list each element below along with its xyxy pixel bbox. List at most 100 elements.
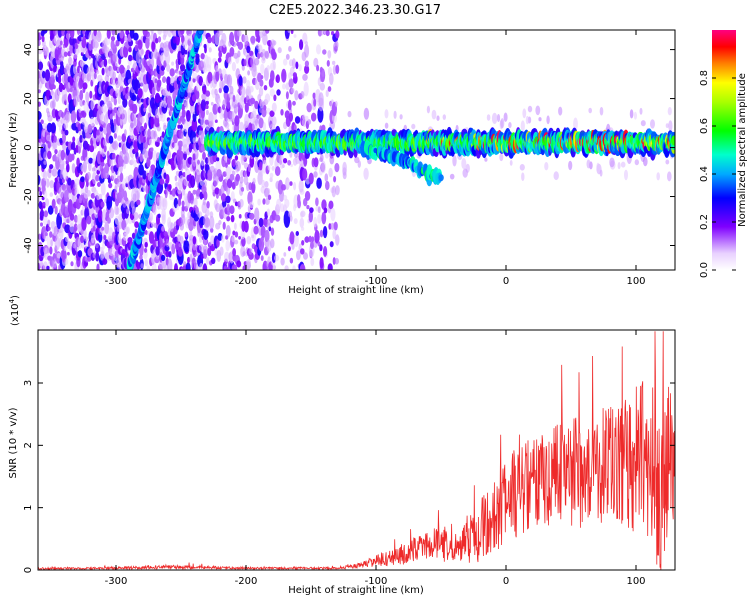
noise-point <box>273 94 277 102</box>
noise-point <box>43 160 47 166</box>
noise-point <box>208 47 212 53</box>
noise-point <box>190 88 194 93</box>
noise-point <box>264 229 270 243</box>
noise-point <box>264 93 271 103</box>
noise-point <box>79 99 84 107</box>
noise-point <box>239 198 244 208</box>
faint-point <box>426 105 430 114</box>
faint-point <box>411 123 416 130</box>
noise-point <box>307 119 312 125</box>
noise-point <box>238 214 242 219</box>
noise-point <box>92 171 97 185</box>
noise-point <box>275 74 280 84</box>
noise-point <box>232 230 236 236</box>
noise-point <box>195 162 201 176</box>
noise-point <box>301 226 305 231</box>
noise-point <box>187 33 193 41</box>
noise-point <box>264 181 269 188</box>
noise-point <box>320 154 324 162</box>
noise-point <box>107 217 111 224</box>
noise-point <box>45 134 52 142</box>
noise-point <box>195 53 200 59</box>
noise-point <box>262 32 268 46</box>
noise-point <box>234 115 240 127</box>
noise-point <box>325 30 330 37</box>
noise-point <box>217 57 222 63</box>
noise-point <box>157 36 162 43</box>
noise-point <box>210 227 214 233</box>
noise-point <box>276 89 281 96</box>
noise-point <box>305 41 308 46</box>
noise-point <box>318 92 324 107</box>
noise-point <box>77 250 83 258</box>
noise-point <box>184 49 188 55</box>
noise-point <box>262 198 266 205</box>
faint-point <box>586 159 591 169</box>
noise-point <box>109 248 115 257</box>
noise-point <box>208 112 214 127</box>
noise-point <box>202 263 208 270</box>
faint-point <box>629 109 634 119</box>
noise-point <box>81 38 87 49</box>
noise-point <box>253 225 259 235</box>
noise-point <box>248 248 253 255</box>
noise-point <box>284 265 289 270</box>
noise-point <box>60 60 64 67</box>
noise-point <box>270 238 275 249</box>
noise-point <box>328 200 334 210</box>
noise-point <box>85 91 90 103</box>
noise-point <box>228 56 232 65</box>
noise-point <box>232 41 237 48</box>
noise-point <box>197 97 201 106</box>
noise-point <box>321 199 327 211</box>
noise-point <box>140 64 146 73</box>
noise-point <box>304 190 311 201</box>
faint-point <box>535 105 541 116</box>
noise-point <box>167 217 172 228</box>
noise-point <box>112 52 118 63</box>
noise-point <box>83 121 89 134</box>
noise-point <box>254 100 259 110</box>
noise-point <box>290 30 294 34</box>
noise-point <box>108 227 114 239</box>
noise-point <box>84 200 88 209</box>
noise-point <box>334 162 340 173</box>
noise-point <box>225 195 231 204</box>
noise-point <box>168 184 172 190</box>
noise-point <box>290 87 295 94</box>
noise-point <box>96 69 100 75</box>
noise-point <box>52 91 56 102</box>
noise-point <box>172 36 177 44</box>
noise-point <box>294 90 299 101</box>
noise-point <box>100 182 106 196</box>
noise-point <box>267 256 271 263</box>
faint-point <box>634 159 639 166</box>
noise-point <box>177 247 183 257</box>
noise-point <box>237 41 244 51</box>
noise-point <box>76 157 80 167</box>
noise-point <box>223 265 228 270</box>
noise-point <box>281 68 287 83</box>
noise-point <box>64 258 69 266</box>
noise-point <box>213 173 219 187</box>
faint-point <box>639 107 643 115</box>
noise-point <box>161 208 166 221</box>
noise-point <box>151 50 155 60</box>
noise-point <box>270 48 276 57</box>
noise-point <box>65 236 70 243</box>
noise-point <box>51 198 56 209</box>
noise-point <box>192 236 197 245</box>
faint-point <box>538 117 542 122</box>
noise-point <box>119 30 124 39</box>
noise-point <box>265 30 270 34</box>
noise-point <box>165 52 171 65</box>
noise-point <box>266 107 271 115</box>
noise-point <box>251 181 256 194</box>
noise-point <box>168 251 172 258</box>
noise-point <box>139 116 145 124</box>
noise-point <box>319 257 324 269</box>
faint-point <box>609 157 615 168</box>
noise-point <box>174 263 178 270</box>
noise-point <box>160 254 166 262</box>
